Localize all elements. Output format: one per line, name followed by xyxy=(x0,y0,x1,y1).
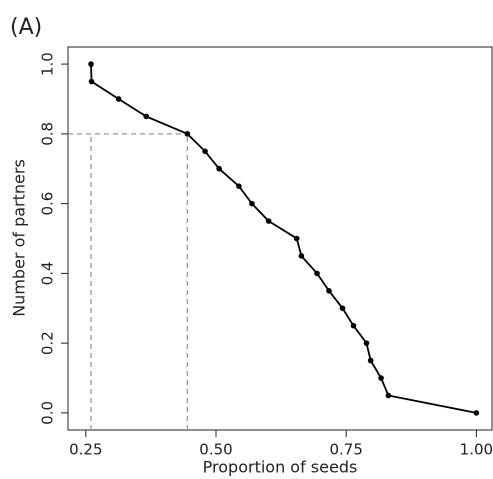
y-axis-label: Number of partners xyxy=(10,159,29,317)
x-tick-label: 0.50 xyxy=(199,441,232,459)
y-tick-label: 0.2 xyxy=(39,331,57,355)
data-point xyxy=(473,410,480,416)
plot-frame xyxy=(67,46,493,431)
data-point xyxy=(249,200,255,207)
data-point xyxy=(115,96,122,102)
data-point xyxy=(265,218,272,224)
data-point xyxy=(298,253,305,259)
data-point xyxy=(143,113,150,120)
y-tick-label: 0.6 xyxy=(39,192,57,216)
y-tick-label: 0.8 xyxy=(39,122,57,146)
y-tick-label: 0.4 xyxy=(39,261,57,285)
data-point xyxy=(184,131,191,137)
panel-label: (A) xyxy=(10,15,42,40)
data-point xyxy=(339,305,346,312)
x-tick-label: 1.00 xyxy=(460,441,493,459)
data-point xyxy=(326,288,332,294)
data-point xyxy=(293,235,300,242)
data-point xyxy=(363,340,370,346)
data-point xyxy=(202,148,208,155)
data-point xyxy=(350,322,357,329)
data-point xyxy=(378,375,384,381)
x-axis-label: Proportion of seeds xyxy=(203,458,358,477)
data-point xyxy=(314,270,320,277)
data-point xyxy=(367,357,374,364)
x-tick-label: 0.25 xyxy=(69,441,102,459)
data-point xyxy=(236,183,242,189)
data-point xyxy=(88,78,95,85)
data-point xyxy=(88,61,94,67)
y-tick-label: 1.0 xyxy=(39,52,57,76)
y-tick-label: 0.0 xyxy=(39,401,57,425)
data-point xyxy=(216,165,222,172)
x-tick-label: 0.75 xyxy=(329,441,362,459)
data-point xyxy=(385,392,392,399)
